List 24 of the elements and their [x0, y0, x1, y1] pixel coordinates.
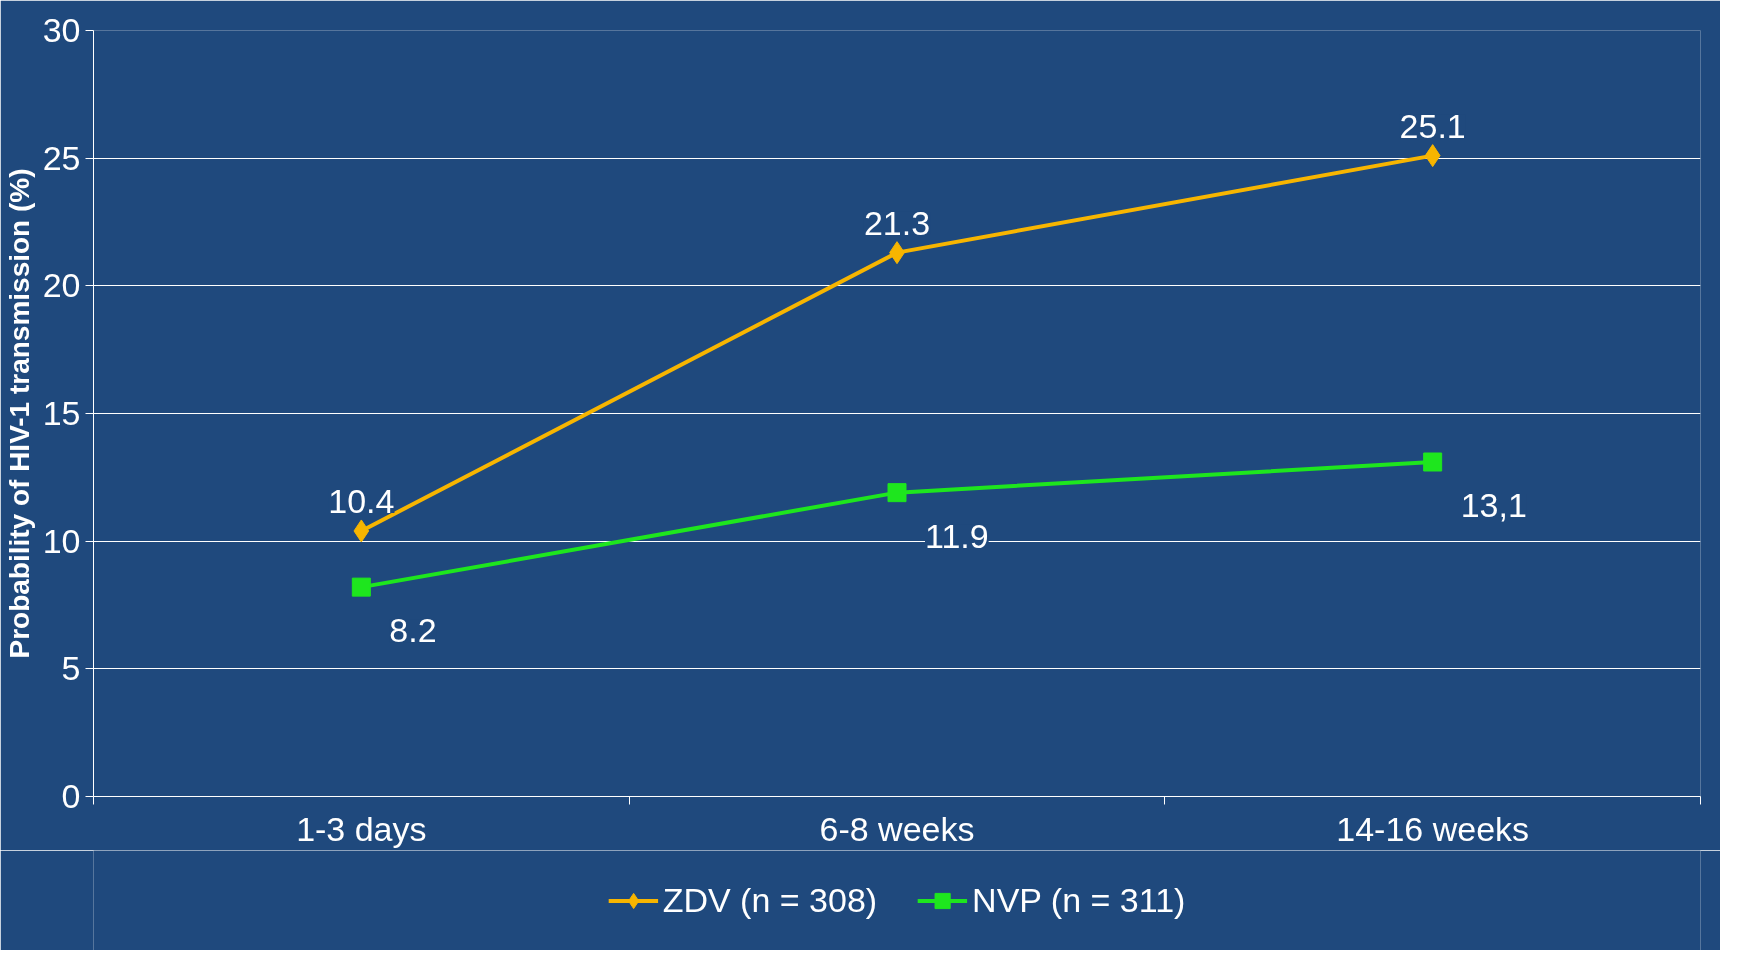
y-tick-label: 20	[42, 266, 81, 305]
y-tick-label: 30	[42, 11, 81, 49]
legend-label: ZDV (n = 308)	[662, 880, 878, 920]
data-label: 25.1	[1399, 106, 1466, 145]
y-tick-label: 0	[61, 777, 81, 815]
x-tick-label: 1-3 days	[296, 809, 427, 848]
x-tick-label: 14-16 weeks	[1336, 809, 1530, 848]
y-tick-label: 25	[42, 138, 81, 177]
point	[351, 577, 371, 597]
point	[887, 483, 907, 503]
y-tick-label: 5	[61, 649, 81, 688]
y-axis-title: Probability of HIV-1 transmission (%)	[3, 168, 35, 659]
x-tick-label: 6-8 weeks	[819, 809, 975, 848]
y-tick-label: 10	[42, 521, 81, 560]
data-label: 11.9	[925, 516, 989, 555]
data-label: 13,1	[1460, 486, 1527, 525]
point	[353, 519, 370, 543]
data-label: 21.3	[863, 203, 931, 242]
data-label: 10.4	[328, 481, 395, 520]
data-label: 8.2	[389, 611, 437, 650]
point	[1423, 452, 1443, 472]
legend-label: NVP (n = 311)	[972, 880, 1186, 920]
point	[1424, 144, 1441, 168]
y-tick-label: 15	[42, 394, 81, 432]
